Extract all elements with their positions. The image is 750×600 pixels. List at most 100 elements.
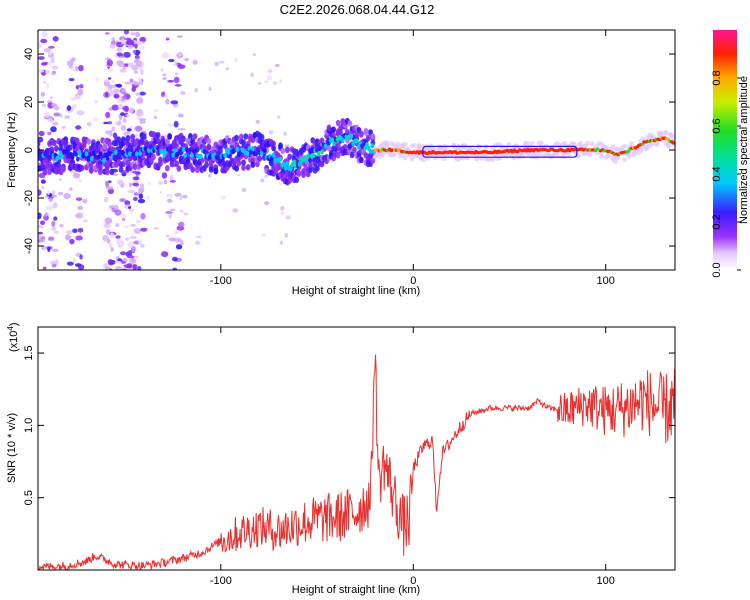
heatmap-ridge-halo [319,137,325,144]
heatmap-noise-speck [57,191,64,196]
heatmap-noise-speck [86,122,92,127]
heatmap-noise-speck [129,78,134,83]
heatmap-noise-speck [232,208,239,213]
heatmap-ridge-halo [97,163,103,170]
heatmap-ridge-core [190,152,194,158]
heatmap-noise-speck [115,235,121,239]
heatmap-noise-speck [158,180,163,186]
heatmap-ridge-halo [181,135,186,143]
heatmap-noise-speck [179,196,183,201]
heatmap-ridge-core [60,154,65,160]
heatmap-ridge-core [306,153,310,159]
heatmap-noise-speck [272,81,278,85]
heatmap-ridge-halo [190,166,196,173]
heatmap-ridge-core [282,161,286,167]
heatmap-ridge-core [48,154,52,160]
heatmap-noise-speck [169,174,174,182]
heatmap-noise-speck [264,201,270,206]
heatmap-noise-speck [105,180,110,188]
spectrogram-axes: -100 0 100 -40 -20 0 20 40 [23,30,675,287]
heatmap-noise-speck [124,200,131,206]
heatmap-noise-speck [126,172,131,176]
heatmap-ridge-halo [308,161,313,169]
heatmap-noise-speck [134,54,140,60]
heatmap-noise-speck [106,59,113,67]
heatmap-ridge-halo [42,168,48,176]
heatmap-ridge-halo [218,144,223,151]
heatmap-ridge-core [278,156,283,162]
heatmap-ridge-halo [421,157,427,162]
heatmap-noise-speck [51,220,56,227]
heatmap-ridge-halo [109,168,115,176]
heatmap-noise-speck [161,251,169,258]
colorbar-tick-label: 0.6 [711,118,723,133]
heatmap-noise-speck [266,75,273,81]
heatmap-noise-speck [40,91,46,97]
heatmap-noise-speck [196,235,202,239]
heatmap-noise-speck [161,51,170,59]
heatmap-noise-speck [135,92,141,96]
heatmap-noise-speck [106,68,114,72]
heatmap-noise-speck [114,265,122,270]
heatmap-noise-speck [112,173,119,176]
heatmap-ridge-core [188,147,193,153]
colorbar-gradient [713,30,737,270]
heatmap-noise-speck [44,48,51,53]
heatmap-noise-speck [45,205,54,211]
heatmap-noise-speck [137,41,145,45]
heatmap-noise-speck [75,85,79,90]
heatmap-noise-speck [115,238,122,245]
heatmap-noise-speck [77,264,85,270]
heatmap-noise-speck [129,106,134,114]
heatmap-noise-speck [51,103,54,107]
heatmap-noise-speck [82,198,88,204]
heatmap-noise-speck [107,259,114,266]
heatmap-noise-speck [72,228,78,234]
heatmap-ridge-halo [612,159,618,165]
heatmap-noise-speck [165,210,173,214]
heatmap-ridge-core [173,148,177,154]
heatmap-noise-speck [38,189,42,196]
heatmap-noise-speck [119,198,126,203]
colorbar-ticks: 0.0 0.2 0.4 0.6 0.8 [711,70,741,278]
heatmap-noise-speck [78,179,83,183]
heatmap-noise-speck [117,60,125,68]
heatmap-noise-speck [141,62,145,68]
heatmap-ridge-halo [250,161,256,168]
heatmap-ridge-halo [349,151,355,159]
heatmap-noise-speck [160,68,164,72]
heatmap-ridge-halo [666,142,671,148]
heatmap-noise-speck [38,42,43,49]
heatmap-noise-speck [38,225,45,229]
heatmap-noise-speck [44,212,49,217]
heatmap-noise-speck [74,213,81,218]
heatmap-noise-speck [135,117,141,120]
heatmap-ridge-core [223,152,227,159]
heatmap-ridge-core [171,152,175,158]
heatmap-noise-speck [135,219,141,224]
heatmap-noise-speck [65,230,74,235]
heatmap-noise-speck [79,254,83,260]
heatmap-noise-speck [47,190,51,196]
heatmap-noise-speck [122,257,128,263]
heatmap-noise-speck [252,53,256,57]
heatmap-noise-speck [127,189,136,194]
heatmap-ridge-halo [631,152,637,158]
heatmap-ridge-halo [54,145,59,152]
heatmap-noise-speck [180,90,186,95]
heatmap-noise-speck [54,259,59,266]
heatmap-noise-speck [47,246,51,253]
heatmap-ridge-core [302,154,307,161]
snr-y-multiplier: (x104) [6,322,20,352]
heatmap-noise-speck [134,58,141,64]
heatmap-noise-speck [115,223,120,228]
heatmap-noise-speck [117,179,124,186]
snr-panel: -100 0 100 0.5 1.0 1.5 Height of straight lin… [6,322,676,596]
heatmap-ridge-core [114,149,118,156]
spectrogram-x-tick-label: 100 [597,275,615,287]
heatmap-noise-speck [122,218,126,221]
heatmap-ridge-halo [566,152,572,158]
heatmap-noise-speck [131,86,137,92]
heatmap-noise-speck [178,113,184,118]
heatmap-noise-speck [83,219,88,223]
